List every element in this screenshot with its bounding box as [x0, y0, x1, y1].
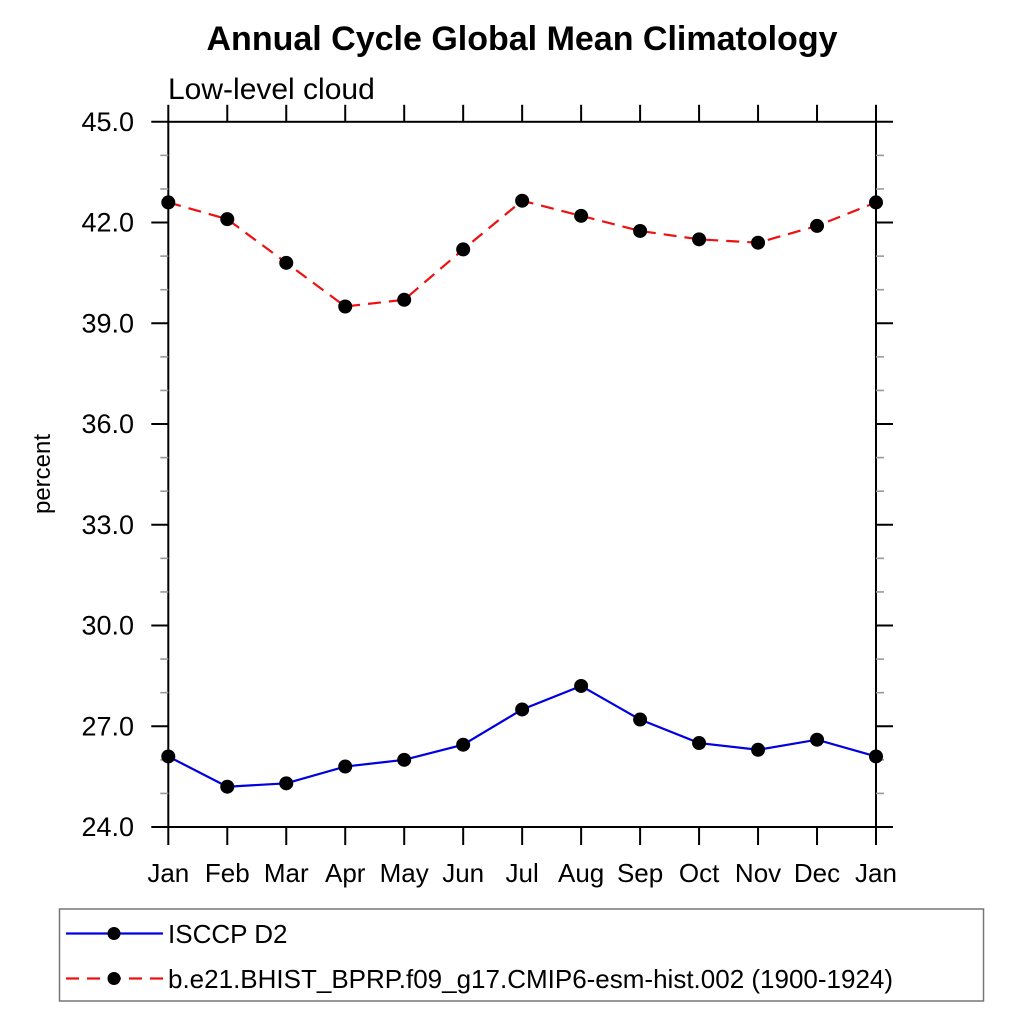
data-point-marker	[220, 212, 235, 227]
data-point-marker	[397, 292, 412, 307]
legend: ISCCP D2 b.e21.BHIST_BPRP.f09_g17.CMIP6-…	[58, 908, 985, 1002]
month-label: Jun	[442, 858, 484, 888]
legend-label-isccp: ISCCP D2	[168, 919, 287, 949]
y-axis-label: percent	[29, 434, 56, 514]
month-label: May	[380, 858, 429, 888]
series-line-0	[167, 684, 877, 788]
data-point-marker	[279, 255, 294, 270]
chart-title: Annual Cycle Global Mean Climatology	[207, 20, 838, 58]
chart-subtitle: Low-level cloud	[168, 73, 375, 106]
data-point-marker	[869, 749, 883, 764]
y-tick-label: 33.0	[81, 510, 134, 540]
y-tick-label: 39.0	[81, 308, 134, 338]
series-layer	[161, 193, 883, 794]
axes-layer: Jan Feb Mar Apr May Jun Jul Aug Sep Oct Nov Dec Jan 2…	[81, 104, 897, 888]
month-label: Dec	[794, 858, 840, 888]
legend-label-model: b.e21.BHIST_BPRP.f09_g17.CMIP6-esm-hist.…	[168, 964, 893, 994]
legend-marker-0	[107, 927, 121, 940]
data-point-marker	[279, 776, 294, 791]
data-point-marker	[456, 242, 471, 257]
series-line-1	[167, 199, 877, 308]
data-point-marker	[810, 732, 825, 747]
y-tick-label: 30.0	[81, 611, 134, 641]
data-point-marker	[633, 712, 648, 727]
data-point-marker	[161, 195, 176, 210]
month-label: Feb	[205, 858, 250, 888]
y-tick-label: 24.0	[81, 812, 134, 842]
plot-border	[167, 120, 878, 829]
data-point-marker	[456, 737, 471, 752]
data-point-marker	[574, 208, 589, 223]
data-point-marker	[397, 752, 412, 767]
data-point-marker	[161, 749, 176, 764]
data-point-marker	[515, 702, 530, 717]
data-point-marker	[633, 223, 648, 238]
month-label: Apr	[325, 858, 366, 888]
data-point-marker	[220, 779, 235, 794]
legend-box	[58, 908, 985, 1002]
data-point-marker	[515, 193, 530, 208]
data-point-marker	[692, 736, 707, 751]
y-tick-label: 27.0	[81, 711, 134, 741]
data-point-marker	[574, 678, 589, 693]
data-point-marker	[751, 235, 766, 250]
month-label: Jan	[147, 858, 189, 888]
month-label: Mar	[264, 858, 309, 888]
data-point-marker	[810, 218, 825, 233]
data-point-marker	[692, 232, 707, 247]
month-label: Sep	[617, 858, 663, 888]
y-tick-label: 45.0	[81, 107, 134, 137]
month-label: Oct	[679, 858, 720, 888]
month-label: Aug	[558, 858, 604, 888]
month-label: Jan	[855, 858, 897, 888]
legend-marker-1	[107, 972, 121, 985]
month-label: Jul	[506, 858, 539, 888]
month-label: Nov	[735, 858, 781, 888]
y-tick-label: 42.0	[81, 208, 134, 238]
legend-samples	[66, 927, 163, 985]
data-point-marker	[338, 299, 353, 314]
data-point-marker	[751, 742, 766, 757]
data-point-marker	[869, 195, 883, 210]
y-tick-label: 36.0	[81, 409, 134, 439]
data-point-marker	[338, 759, 353, 774]
